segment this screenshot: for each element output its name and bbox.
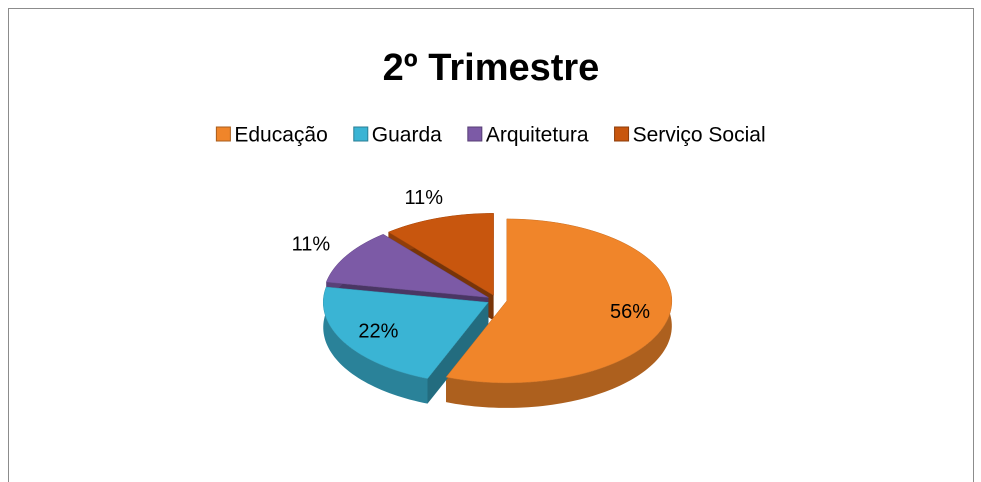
legend-swatch: [614, 126, 630, 142]
legend-swatch: [353, 126, 369, 142]
legend-label: Serviço Social: [633, 124, 766, 147]
legend-label: Guarda: [372, 124, 442, 147]
chart-frame: [8, 8, 974, 482]
legend-swatch: [215, 126, 231, 142]
slice: [445, 218, 673, 384]
data-label: 11%: [292, 234, 331, 256]
slice: [325, 234, 489, 298]
slice: [387, 213, 494, 296]
slice-side: [427, 302, 489, 404]
slice-wall: [323, 287, 428, 404]
legend-label: Arquitetura: [486, 124, 589, 147]
legend-swatch: [467, 126, 483, 142]
chart-title: 2º Trimestre: [383, 47, 600, 89]
data-label: 11%: [404, 187, 443, 209]
legend-label: Educação: [234, 124, 327, 147]
data-label: 22%: [358, 321, 398, 343]
data-label: 56%: [610, 301, 650, 323]
slice: [322, 286, 489, 379]
slice-wall: [446, 218, 672, 408]
